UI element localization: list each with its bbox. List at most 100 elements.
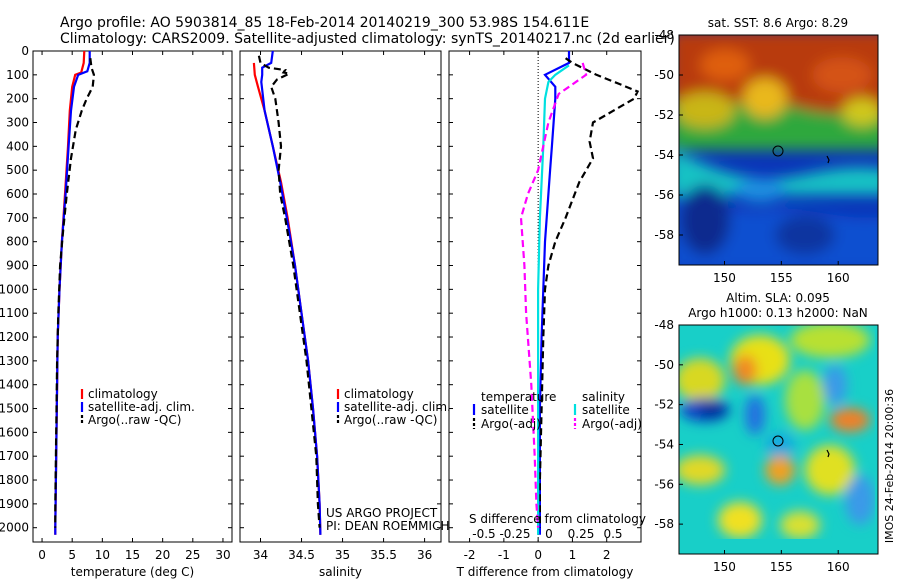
argo-position-marker-sla — [772, 435, 784, 447]
map-y-tick-label: -50 — [654, 68, 674, 82]
y-tick-label: 900 — [6, 259, 29, 273]
x-axis-label: T difference from climatology — [456, 565, 634, 579]
profile-panel-2: 34 34.5 35 35.5 36 salinity climatologysatelli… — [239, 50, 451, 579]
map-y-tick-label: -52 — [654, 398, 674, 412]
series-line-argo-raw-qc- — [54, 58, 96, 528]
legend-title-temperature: temperature — [481, 390, 556, 404]
argo-track — [826, 155, 830, 164]
legend-label: Argo(..raw -QC) — [344, 413, 437, 427]
y-tick-label: 1400 — [0, 378, 29, 392]
header-line1: Argo profile: AO 5903814_85 18-Feb-2014 … — [60, 15, 589, 31]
map-y-tick-label: -48 — [654, 318, 674, 332]
map-x-tick-label: 155 — [770, 560, 793, 574]
legend-label: climatology — [344, 387, 414, 401]
profile-panels: 0100200300400500600700800900100011001200… — [0, 44, 646, 579]
y-tick-label: 400 — [6, 139, 29, 153]
y-tick-label: 300 — [6, 116, 29, 130]
sst-heatmap-field — [679, 35, 878, 265]
map-y-tick-label: -48 — [654, 28, 674, 42]
y-tick-label: 100 — [6, 68, 29, 82]
s-tick-label: -0.5 — [472, 527, 495, 541]
map-x-tick-label: 160 — [827, 271, 850, 285]
legend-label: climatology — [88, 387, 158, 401]
legend-label: Argo(-adj) — [481, 417, 541, 431]
y-tick-label: 800 — [6, 235, 29, 249]
map-x-tick-label: 150 — [713, 271, 736, 285]
x-tick-label: 5 — [68, 548, 76, 562]
map-y-tick-label: -58 — [654, 517, 674, 531]
header-line2: Climatology: CARS2009. Satellite-adjuste… — [60, 31, 675, 47]
imos-timestamp: IMOS 24-Feb-2014 20:00:36 — [883, 389, 896, 543]
x-tick-label: 34 — [253, 548, 268, 562]
annotation-text: PI: DEAN ROEMMICH — [326, 519, 449, 533]
y-tick-label: 1800 — [0, 473, 29, 487]
plot-frame — [239, 50, 442, 543]
argo-position-marker — [772, 145, 784, 157]
sla-map: Altim. SLA: 0.095 Argo h1000: 0.13 h2000… — [654, 291, 896, 574]
y-tick-label: 1000 — [0, 282, 29, 296]
x-tick-label: 30 — [215, 548, 230, 562]
x-tick-label: 35.5 — [370, 548, 397, 562]
map-y-tick-label: -54 — [654, 437, 674, 451]
profile-panel-3: -2 -1 0 1 2 T difference from climatology temp… — [448, 50, 646, 579]
x-tick-label: -2 — [464, 548, 476, 562]
s-tick-label: 0.5 — [603, 527, 622, 541]
series-line-argo-adj- — [519, 62, 588, 528]
x-axis-label: temperature (deg C) — [71, 565, 194, 579]
y-tick-label: 1300 — [0, 354, 29, 368]
map-y-tick-label: -58 — [654, 228, 674, 242]
x-tick-label: 35 — [335, 548, 350, 562]
sst-map-axes: 150 155 160 -48 -50 -52 -54 -56 -58 — [654, 28, 849, 285]
x-tick-label: 0 — [534, 548, 542, 562]
legend-label: Argo(..raw -QC) — [88, 413, 181, 427]
y-tick-label: 200 — [6, 92, 29, 106]
y-tick-label: 1700 — [0, 449, 29, 463]
sla-heatmap-field — [679, 325, 878, 554]
y-tick-label: 700 — [6, 211, 29, 225]
s-tick-label: 0 — [545, 527, 553, 541]
argo-track-sla — [826, 449, 830, 458]
x-tick-label: 2 — [603, 548, 611, 562]
legend-label: satellite-adj. clim. — [88, 400, 195, 414]
legend-label: satellite — [582, 403, 630, 417]
x-tick-label: 10 — [95, 548, 110, 562]
plot-frame — [32, 50, 233, 543]
y-tick-label: 0 — [21, 44, 29, 58]
y-tick-label: 1100 — [0, 306, 29, 320]
legend-title-salinity: salinity — [582, 390, 625, 404]
x-tick-label: 20 — [155, 548, 170, 562]
map-x-tick-label: 155 — [770, 271, 793, 285]
legend-label: Argo(-adj) — [582, 417, 642, 431]
y-tick-label: 500 — [6, 163, 29, 177]
x-axis-label: salinity — [319, 565, 362, 579]
map-y-tick-label: -52 — [654, 108, 674, 122]
map-y-tick-label: -50 — [654, 358, 674, 372]
series-line-argo-raw-qc- — [257, 55, 321, 528]
x-tick-label: 25 — [185, 548, 200, 562]
y-tick-label: 600 — [6, 187, 29, 201]
x-tick-label: 0 — [38, 548, 46, 562]
top-axis-label: S difference from climatology — [469, 512, 646, 526]
sla-map-axes: 150 155 160 -48 -50 -52 -54 -56 -58 — [654, 318, 849, 574]
series-line-argo-adj- — [538, 57, 640, 528]
annotation-text: US ARGO PROJECT — [326, 506, 438, 520]
map-x-tick-label: 160 — [827, 560, 850, 574]
y-tick-label: 1200 — [0, 330, 29, 344]
y-tick-label: 1900 — [0, 497, 29, 511]
s-tick-label: -0.25 — [499, 527, 530, 541]
sst-map: sat. SST: 8.6 Argo: 8.29 150 155 160-48- — [654, 16, 879, 285]
legend-label: satellite-adj. clim. — [344, 400, 451, 414]
profile-panel-1: 0100200300400500600700800900100011001200… — [0, 44, 233, 579]
y-tick-label: 1600 — [0, 425, 29, 439]
map-y-tick-label: -56 — [654, 188, 674, 202]
x-tick-label: 36 — [417, 548, 432, 562]
y-tick-label: 2000 — [0, 521, 29, 535]
y-tick-label: 1500 — [0, 402, 29, 416]
sla-map-title: Altim. SLA: 0.095 — [726, 291, 830, 305]
sla-map-subtitle: Argo h1000: 0.13 h2000: NaN — [688, 306, 868, 320]
map-y-tick-label: -56 — [654, 477, 674, 491]
x-tick-label: -1 — [498, 548, 510, 562]
x-tick-label: 34.5 — [288, 548, 315, 562]
legend-label: satellite — [481, 403, 529, 417]
